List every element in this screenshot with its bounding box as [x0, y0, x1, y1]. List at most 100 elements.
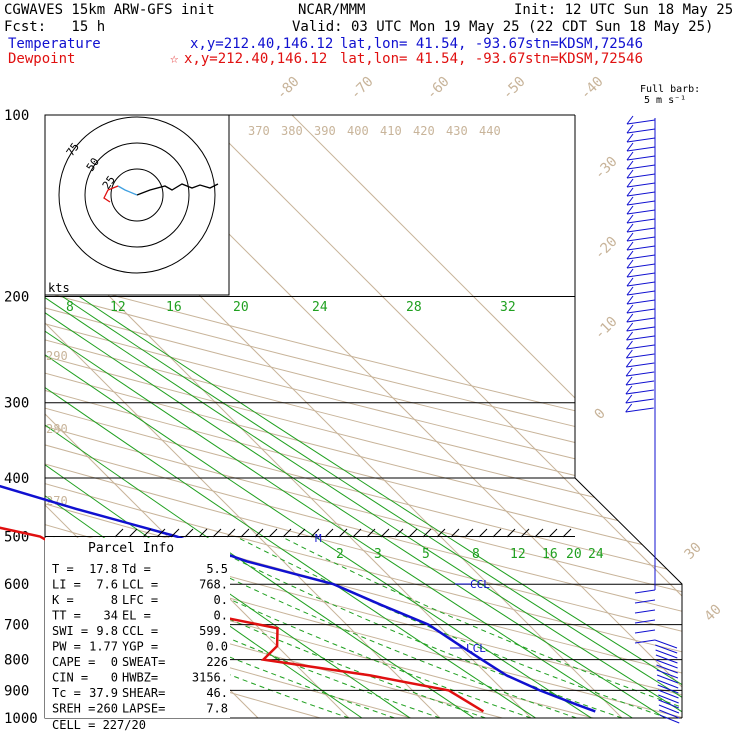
theta-label: 400: [347, 124, 369, 138]
isotherm-label: -60: [424, 74, 453, 103]
wind-barb: [626, 227, 656, 233]
parcel-value: 599.: [199, 624, 228, 638]
wind-barb: [625, 398, 654, 404]
wind-barb: [626, 362, 655, 368]
hodograph-ring: [110, 168, 164, 222]
parcel-value: 46.: [206, 686, 228, 700]
wind-barb: [657, 679, 679, 689]
hatch-mark: [128, 528, 138, 538]
wind-barb: [626, 209, 656, 215]
parcel-key: SWI =: [52, 624, 88, 638]
dry-adiabat: [45, 115, 412, 718]
isotherm-line: [45, 115, 350, 718]
hatch-mark: [548, 528, 558, 538]
parcel-value: 5.5: [206, 562, 228, 576]
parcel-value: 8: [111, 593, 118, 607]
hatch-mark: [352, 528, 362, 538]
hatch-mark: [240, 528, 250, 538]
hodograph-ring: [84, 142, 190, 248]
dry-adiabat-label: 280: [46, 422, 68, 436]
wind-barb: [626, 335, 655, 341]
hatch-mark: [506, 528, 516, 538]
pressure-tick-label: 300: [4, 396, 29, 412]
wind-barb: [626, 151, 634, 161]
parcel-marker-m: M: [315, 532, 322, 545]
parcel-info-box: [45, 538, 230, 718]
wind-barb: [626, 173, 656, 179]
wind-barb: [626, 344, 655, 350]
wind-barb: [626, 322, 634, 332]
hatch-mark: [254, 528, 264, 538]
wind-barb: [655, 649, 678, 659]
isotherm-label: 40: [702, 602, 725, 625]
parcel-key: SREH =: [52, 702, 95, 716]
hodograph-box: [44, 114, 230, 296]
wind-barb: [625, 394, 633, 404]
wind-barb: [626, 205, 634, 215]
wind-barb: [626, 281, 656, 287]
hodograph-trace: [136, 183, 219, 196]
wind-barb: [625, 389, 654, 395]
wind-barb: [626, 133, 634, 143]
wind-barb: [658, 704, 680, 714]
hatch-mark: [478, 528, 488, 538]
hatch-mark: [422, 528, 432, 538]
hatch-mark: [310, 528, 320, 538]
dry-adiabat: [45, 115, 682, 718]
mixing-ratio-label: 20: [566, 547, 582, 562]
wind-barb: [626, 331, 633, 341]
parcel-value: 768.: [199, 578, 228, 592]
wind-barb: [656, 674, 679, 684]
temperature-line: [0, 484, 596, 713]
wind-barb: [655, 654, 678, 664]
isotherm-label: -30: [592, 154, 621, 183]
hatch-mark: [408, 528, 418, 538]
wind-barb: [625, 367, 633, 377]
wind-barb: [626, 160, 634, 170]
isotherm-label: -80: [274, 74, 303, 103]
theta-label: 420: [413, 124, 435, 138]
wind-barb: [656, 669, 679, 679]
wind-barb: [626, 304, 634, 314]
wind-barb: [626, 317, 655, 323]
hodograph-ring-label: 50: [84, 155, 102, 173]
hatch-mark: [338, 528, 348, 538]
mixing-ratio-label: 5: [422, 547, 430, 562]
wind-barb: [658, 699, 679, 709]
wind-barb: [659, 709, 680, 719]
parcel-key: LCL =: [122, 578, 158, 592]
parcel-key: CAPE =: [52, 655, 95, 669]
mixing-ratio-label: 8: [66, 300, 74, 315]
mixing-ratio-label: 24: [312, 300, 328, 315]
mixing-ratio-label: 16: [542, 547, 558, 562]
dewpoint-star-icon: ☆: [170, 51, 179, 67]
wind-barb: [626, 169, 634, 179]
hatch-mark: [464, 528, 474, 538]
hatch-mark: [198, 528, 208, 538]
parcel-value: 37.9: [89, 686, 118, 700]
theta-label: 440: [479, 124, 501, 138]
hatch-mark: [268, 528, 278, 538]
hatch-mark: [296, 528, 306, 538]
hatch-mark: [562, 528, 572, 538]
theta-label: 430: [446, 124, 468, 138]
wind-barb: [626, 326, 655, 332]
dewpoint-legend-label: Dewpoint: [8, 51, 76, 67]
pressure-tick-label: 1000: [4, 711, 38, 727]
isotherm-label: -70: [348, 74, 377, 103]
parcel-key: SWEAT=: [122, 655, 165, 669]
mixing-ratio-label: 20: [233, 300, 249, 315]
wind-barb: [634, 639, 656, 644]
theta-label: 370: [248, 124, 270, 138]
wind-barb: [625, 380, 655, 386]
temperature-latlon: lat,lon= 41.54, -93.67: [340, 36, 526, 52]
parcel-key: Tc =: [52, 686, 81, 700]
wind-barb: [656, 664, 678, 674]
wind-barb: [626, 182, 656, 188]
wind-barb: [625, 385, 633, 395]
wind-barb: [626, 340, 633, 350]
mixing-ratio-label: 24: [588, 547, 604, 562]
hatch-mark: [380, 528, 390, 538]
parcel-marker-ccl: CCL: [470, 578, 490, 591]
